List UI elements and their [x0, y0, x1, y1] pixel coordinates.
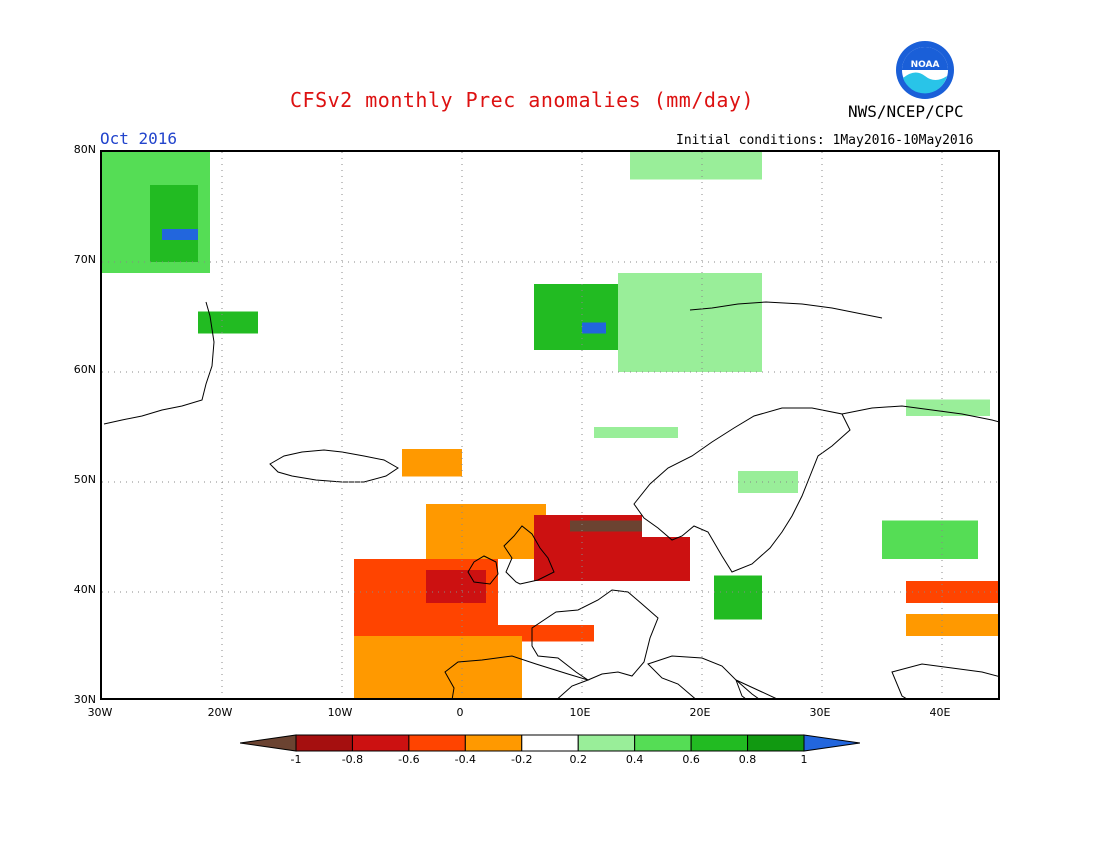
colorbar-tick-label: 0.4: [625, 753, 644, 766]
iberia-coastline: [444, 655, 590, 698]
anomaly-layer: [102, 152, 998, 698]
lat-label: 30N: [73, 693, 96, 706]
anomaly-spain-core: [426, 570, 486, 603]
colorbar-min-arrow: [240, 734, 297, 752]
colorbar-tick-label: 0.2: [569, 753, 587, 766]
lon-label: 10E: [569, 706, 591, 719]
italy-coastline: [647, 655, 746, 698]
logo-text: NOAA: [911, 60, 940, 70]
gridline-layer: [102, 152, 998, 698]
lat-label: 70N: [73, 253, 96, 266]
lon-label: 30E: [809, 706, 831, 719]
initial-conditions: Initial conditions: 1May2016-10May2016: [676, 133, 974, 148]
colorbar-tick-label: -0.8: [341, 753, 364, 766]
anomaly-iceland: [198, 311, 258, 334]
colorbar-swatch: [690, 734, 749, 752]
colorbar-tick-label: 1: [800, 753, 808, 766]
anomaly-alps-peak: [570, 520, 642, 532]
anomaly-turkey-east: [906, 581, 998, 603]
colorbar-tick-label: 0.6: [682, 753, 700, 766]
colorbar-swatch: [577, 734, 636, 752]
lat-label: 60N: [73, 363, 96, 376]
colorbar-swatch: [634, 734, 692, 752]
anomaly-greenland-core: [150, 185, 198, 262]
anomaly-black-sea-north: [882, 520, 978, 559]
lon-label: 30W: [87, 706, 113, 719]
lon-label: 10W: [327, 706, 353, 719]
noaa-logo-icon: NOAA: [896, 41, 954, 99]
anomaly-sahara-north: [354, 636, 522, 698]
map-canvas: [102, 152, 998, 698]
svalbard-coastline: [689, 301, 883, 319]
black-sea-coastline: [891, 663, 998, 698]
anomaly-france-south: [426, 504, 546, 559]
anomaly-russia-west: [906, 399, 990, 416]
colorbar-swatch: [464, 734, 523, 752]
agency-label: NWS/NCEP/CPC: [848, 102, 964, 121]
colorbar-tick-label: -0.6: [398, 753, 420, 766]
colorbar-swatch: [408, 734, 466, 752]
scandinavia-coastline: [633, 407, 851, 573]
anomaly-greece-balkans: [714, 575, 762, 620]
anomaly-scandinavia: [618, 273, 762, 372]
colorbar-tick-label: -1: [290, 753, 302, 766]
lat-label: 40N: [73, 583, 96, 596]
coastline-layer: [103, 301, 998, 698]
colorbar-max-arrow: [803, 734, 860, 752]
colorbar-tick-label: -0.4: [454, 753, 477, 766]
colorbar-tick-label: -0.2: [511, 753, 533, 766]
colorbar-swatch: [747, 734, 805, 752]
britain-coastline: [503, 525, 555, 585]
chart-title: CFSv2 monthly Prec anomalies (mm/day): [290, 88, 755, 112]
colorbar: [240, 734, 860, 752]
colorbar-swatch: [521, 734, 579, 752]
anomaly-svalbard: [630, 152, 762, 180]
ireland-coastline: [467, 555, 499, 585]
france-coastline: [531, 589, 659, 681]
colorbar-swatch: [295, 734, 353, 752]
anomaly-middle-east: [906, 614, 998, 636]
forecast-month: Oct 2016: [100, 129, 178, 148]
anomaly-south-baltic: [594, 427, 678, 438]
lon-label: 20E: [689, 706, 711, 719]
lat-label: 80N: [73, 143, 96, 156]
anomaly-norway-peak: [582, 322, 606, 334]
lon-label: 0: [456, 706, 464, 719]
lon-label: 40E: [929, 706, 951, 719]
lat-label: 50N: [73, 473, 96, 486]
balkans-coastline: [735, 679, 777, 698]
greenland-coastline: [103, 301, 215, 425]
russia-arctic-coastline: [841, 405, 998, 423]
anomaly-uk-south: [402, 449, 462, 477]
map-panel: [100, 150, 1000, 700]
colorbar-swatch: [351, 734, 410, 752]
colorbar-tick-label: 0.8: [738, 753, 757, 766]
anomaly-adriatic: [630, 537, 690, 581]
lon-label: 20W: [207, 706, 233, 719]
iceland-coastline: [269, 449, 399, 483]
anomaly-greenland-peak: [162, 229, 198, 240]
